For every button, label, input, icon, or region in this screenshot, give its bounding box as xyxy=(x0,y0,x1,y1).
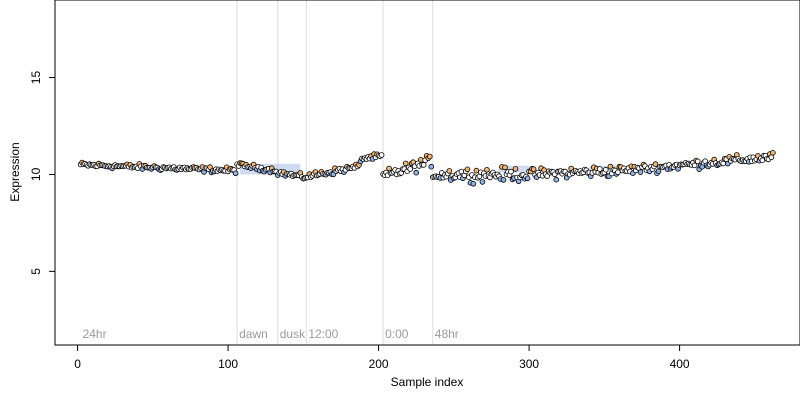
data-point xyxy=(207,164,213,170)
data-point xyxy=(602,166,609,173)
region-label: dusk xyxy=(280,327,306,341)
data-point xyxy=(768,154,775,161)
data-point xyxy=(378,152,385,158)
y-tick-label: 10 xyxy=(29,167,43,181)
y-axis: 5 10 15 xyxy=(29,71,55,275)
data-point xyxy=(691,162,698,169)
data-point xyxy=(530,166,537,172)
region-label: 24hr xyxy=(83,327,107,341)
region-labels: 24hr dawn dusk 12:00 0:00 48hr xyxy=(83,327,459,341)
x-tick-label: 0 xyxy=(74,357,81,371)
region-label: 48hr xyxy=(435,327,459,341)
data-point xyxy=(544,173,550,179)
data-point xyxy=(508,168,514,175)
data-point xyxy=(596,166,603,172)
data-point xyxy=(479,179,486,185)
data-point xyxy=(426,153,433,160)
region-lines xyxy=(236,0,434,345)
data-point xyxy=(720,160,726,167)
data-point xyxy=(446,168,453,174)
region-label: 0:00 xyxy=(385,327,409,341)
data-point xyxy=(652,161,659,167)
data-point xyxy=(759,157,766,164)
data-point xyxy=(502,164,508,171)
data-point xyxy=(428,163,435,170)
region-label: dawn xyxy=(239,327,268,341)
data-point xyxy=(512,166,519,172)
data-point xyxy=(615,169,621,176)
region-label: 12:00 xyxy=(308,327,338,341)
x-axis-title: Sample index xyxy=(391,375,464,389)
data-point xyxy=(470,181,477,187)
plot-frame xyxy=(54,0,800,346)
y-tick-label: 5 xyxy=(29,268,43,275)
data-point xyxy=(484,167,490,173)
data-point xyxy=(402,160,409,167)
data-points xyxy=(77,150,776,187)
data-point xyxy=(553,176,559,183)
data-point xyxy=(637,169,644,175)
data-point xyxy=(694,158,701,165)
data-point xyxy=(524,175,531,182)
data-point xyxy=(420,162,427,168)
x-axis: 0 100 200 300 400 xyxy=(74,345,690,371)
y-tick-label: 15 xyxy=(29,71,43,85)
data-point xyxy=(232,170,239,177)
data-point xyxy=(386,165,392,172)
data-point xyxy=(473,167,480,174)
data-point xyxy=(770,150,776,156)
y-axis-title: Expression xyxy=(8,142,22,201)
x-tick-label: 300 xyxy=(519,357,539,371)
x-tick-label: 400 xyxy=(670,357,690,371)
data-point xyxy=(464,166,471,173)
data-point xyxy=(417,157,424,163)
data-point xyxy=(500,177,507,183)
x-tick-label: 100 xyxy=(218,357,238,371)
data-point xyxy=(407,166,414,172)
data-point xyxy=(413,169,420,176)
x-tick-label: 200 xyxy=(369,357,389,371)
